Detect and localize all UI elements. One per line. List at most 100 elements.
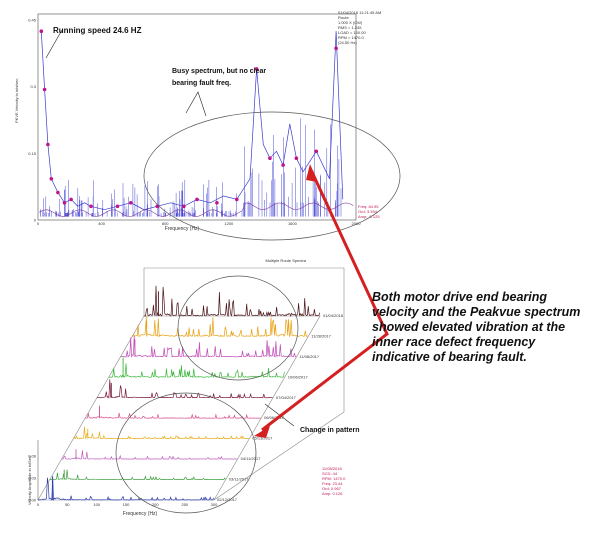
waterfall-xtick-label: 50	[65, 502, 70, 507]
waterfall-trace-date: 10/06/2017	[288, 374, 309, 379]
top-ytick-label: 0.45	[28, 18, 37, 23]
top-xtick-label: 2000	[352, 221, 362, 226]
waterfall-trace-date: 02/12/2017	[217, 497, 238, 502]
top-peak-marker	[115, 204, 120, 209]
top-peak-marker	[129, 201, 133, 205]
top-footer-line: Amp: .0.125	[358, 214, 380, 219]
waterfall-trace-date: 11/08/2017	[299, 354, 319, 359]
top-baseline	[39, 202, 354, 217]
waterfall-ytick-label: 0.06	[28, 454, 37, 459]
top-peak-marker	[268, 156, 272, 160]
waterfall-chart: Multiple Route Spectra Velocity Amplitud…	[27, 258, 360, 517]
waterfall-trace	[96, 379, 273, 400]
waterfall-traces	[37, 285, 321, 501]
busy-annotation-line2: bearing fault freq.	[172, 80, 231, 87]
top-peak-marker	[155, 204, 160, 209]
top-peak-marker	[281, 163, 285, 167]
top-markers	[39, 29, 338, 209]
waterfall-ylabel: Velocity Amplitude in in/Sec	[27, 456, 32, 505]
waterfall-trace	[49, 469, 226, 481]
red-arrowhead-bottom	[254, 426, 270, 438]
waterfall-trace-date: 07/04/2017	[276, 395, 297, 400]
busy-annotation-pointer	[185, 91, 207, 117]
waterfall-footer-line: Freq: 23.44	[322, 481, 343, 486]
waterfall-xtick-label: 300	[211, 502, 218, 507]
top-header-line: RPM = 1470.0	[338, 35, 364, 40]
waterfall-trace	[37, 475, 215, 501]
top-peak-marker	[182, 204, 186, 209]
waterfall-trace	[61, 450, 238, 460]
red-arrows	[254, 164, 389, 438]
waterfall-trace-date: 01/04/2018	[323, 313, 344, 318]
waterfall-trace	[108, 363, 285, 379]
top-xtick-label: 400	[98, 221, 105, 226]
waterfall-trace	[85, 412, 261, 419]
waterfall-yticks: 0.00 0.03 0.06	[28, 454, 37, 503]
lower-highlight-ellipse	[115, 392, 257, 514]
red-arrowhead-top	[306, 164, 318, 182]
top-peak-marker	[39, 29, 44, 33]
top-ytick-label: 0.3	[30, 84, 36, 89]
top-xticks: 0 400 800 1200 1600 2000	[37, 221, 361, 226]
waterfall-xticks: 0 50 100 150 200 250 300	[37, 502, 218, 507]
top-xtick-label: 1200	[224, 221, 234, 226]
waterfall-trace-date: 05/13/2017	[252, 436, 273, 441]
change-in-pattern-annotation: Change in pattern	[300, 427, 360, 434]
waterfall-trace-date: 03/11/2017	[229, 477, 249, 482]
waterfall-ytick-label: 0.00	[28, 498, 37, 503]
busy-annotation-line1: Busy spectrum, but no clear	[172, 68, 266, 75]
top-peak-marker	[334, 46, 338, 51]
top-peak-marker	[314, 149, 319, 154]
top-peak-marker	[56, 190, 60, 195]
waterfall-trace-date: 11/28/2017	[311, 333, 331, 338]
top-header-line: (24.50 Hz)	[338, 40, 357, 45]
waterfall-xtick-label: 100	[93, 502, 100, 507]
waterfall-xtick-label: 150	[123, 502, 130, 507]
waterfall-footer-line: SCD: 44	[322, 471, 338, 476]
running-speed-leader	[45, 29, 63, 59]
top-peak-marker	[89, 204, 93, 209]
top-xtick-label: 1600	[288, 221, 298, 226]
top-spectrum-chart: PKVE Velocity in in/s/sec Frequency (Hz)…	[14, 10, 401, 241]
top-xtick-label: 800	[162, 221, 169, 226]
waterfall-dates: 02/12/2017 03/11/2017 04/11/2017 05/13/2017…	[217, 313, 344, 502]
waterfall-back-wall	[143, 267, 345, 501]
top-peak-marker	[215, 201, 219, 205]
waterfall-xtick-label: 200	[152, 502, 159, 507]
waterfall-frame	[37, 267, 345, 501]
upper-highlight-ellipse	[177, 275, 299, 381]
waterfall-trace	[144, 285, 321, 318]
top-series-line	[40, 31, 344, 211]
waterfall-footer-line: RPM: 1470.0	[322, 476, 346, 481]
top-highlight-ellipse	[143, 111, 401, 241]
waterfall-footer-line: 11/08/2018	[322, 466, 342, 471]
waterfall-trace	[73, 426, 249, 440]
top-peak-marker	[49, 177, 54, 181]
top-ylabel: PKVE Velocity in in/s/sec	[14, 79, 19, 123]
top-xtick-label: 0	[37, 221, 40, 226]
top-header-line: Route	[338, 15, 349, 20]
top-peak-marker	[62, 201, 67, 205]
waterfall-trace	[120, 335, 297, 358]
top-footer-line: Ord: 3.394	[358, 209, 378, 214]
top-ytick-label: 0.15	[28, 151, 37, 156]
top-yticks: 0.45 0.3 0.15 0	[28, 18, 37, 223]
waterfall-footer-line: Amp: 0.126	[322, 491, 343, 496]
waterfall-trace	[132, 317, 308, 338]
waterfall-ytick-label: 0.03	[28, 476, 37, 481]
waterfall-trace-date: 04/11/2017	[241, 456, 261, 461]
waterfall-footer-line: Ord: 0.967	[322, 486, 342, 491]
top-peak-marker	[46, 142, 50, 147]
top-ytick-label: 0	[34, 218, 37, 223]
top-header-line: LOAD = 100.00	[338, 30, 366, 35]
top-peak-marker	[254, 67, 259, 71]
callout-text: Both motor drive end bearing velocity an…	[372, 290, 581, 364]
top-header-line: 1.000 X (CW)	[338, 20, 363, 25]
waterfall-xtick-label: 0	[37, 502, 40, 507]
top-peak-marker	[235, 197, 239, 202]
top-footer-line: Freq: 84.95	[358, 204, 379, 209]
